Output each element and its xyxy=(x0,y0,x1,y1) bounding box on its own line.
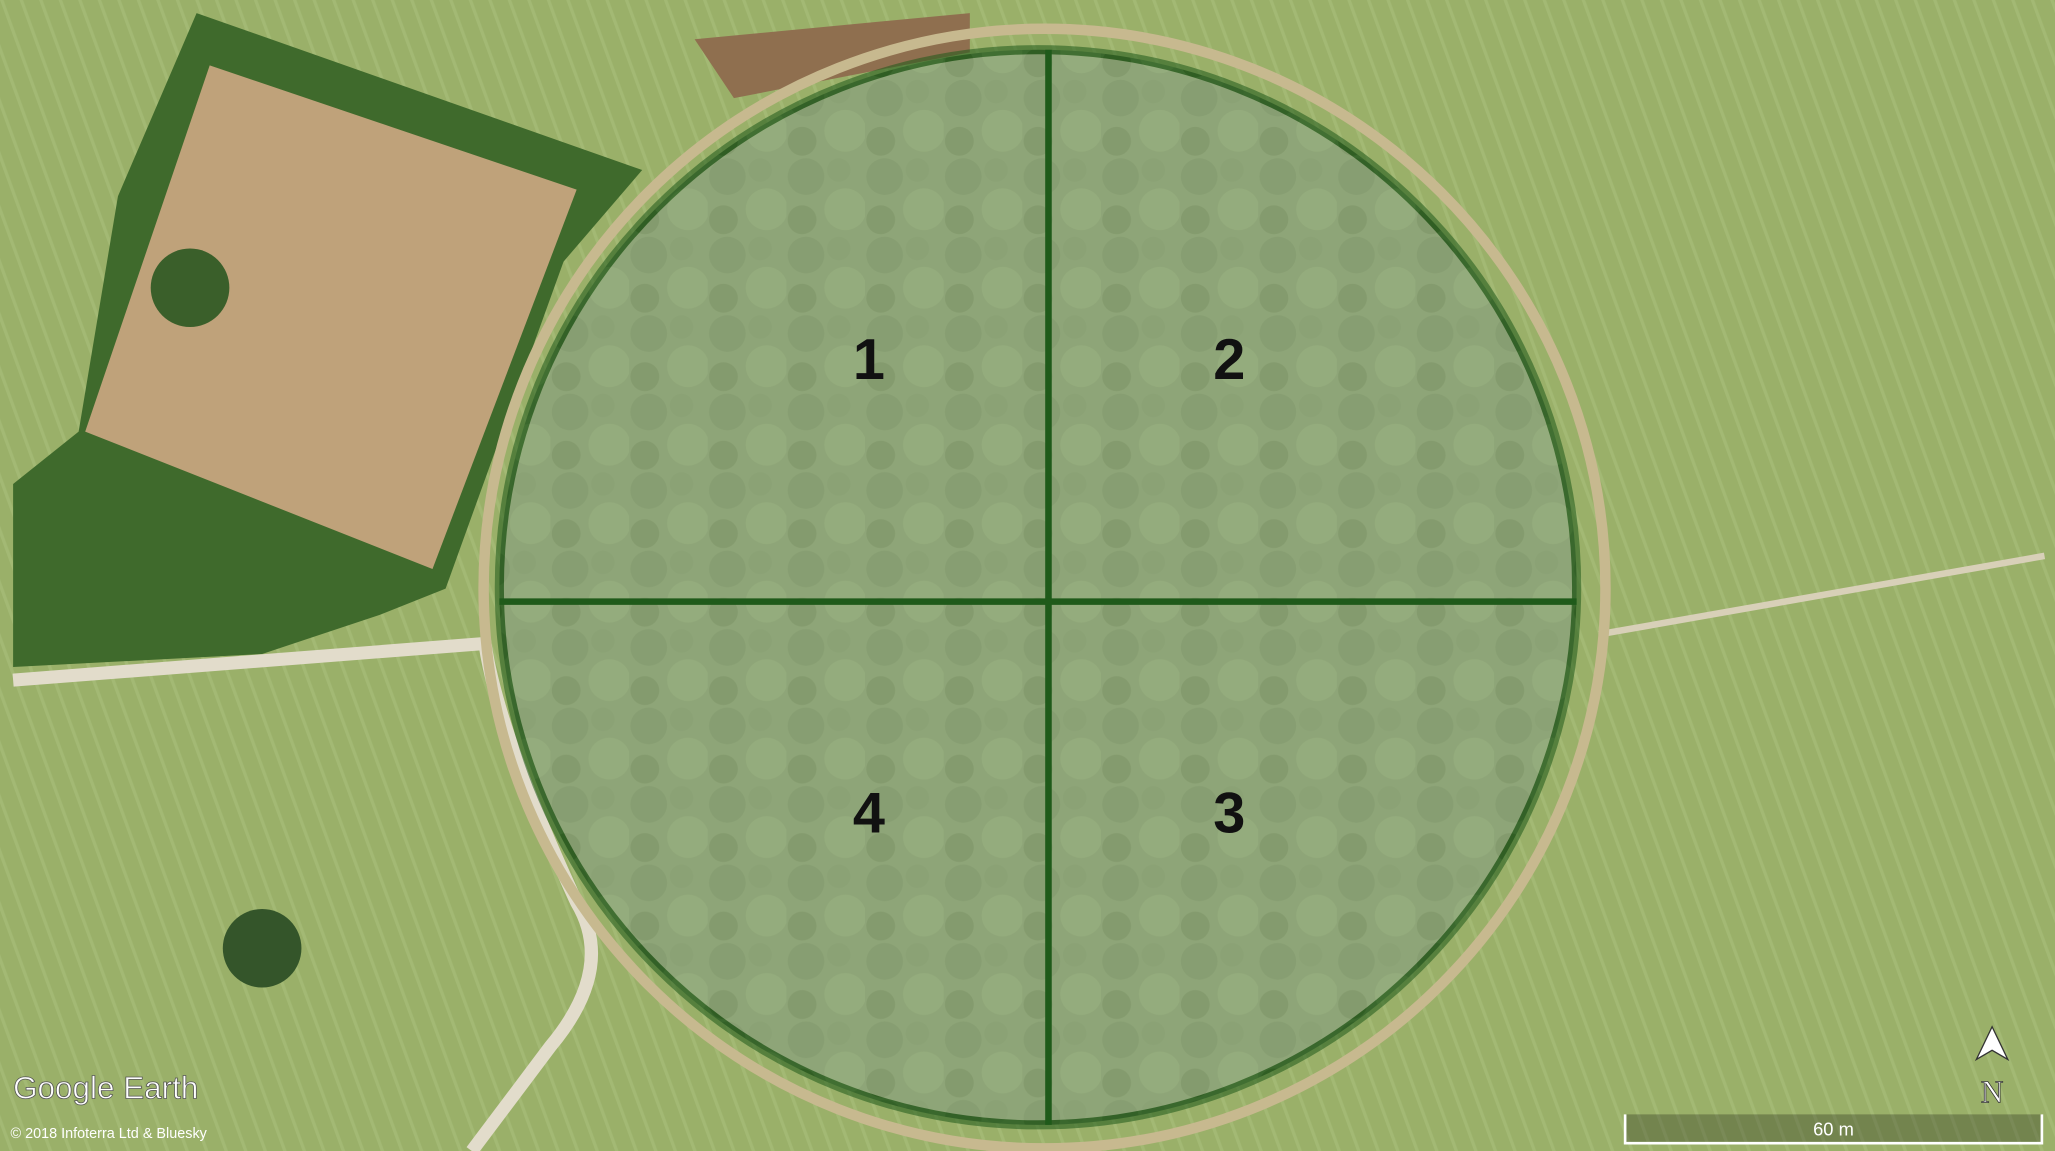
quadrant-label: 3 xyxy=(1213,782,1245,846)
tree xyxy=(223,909,302,987)
quadrant-label: 4 xyxy=(853,782,885,846)
copyright: © 2018 Infoterra Ltd & Bluesky xyxy=(10,1126,207,1142)
page: {"quadrants": ["1", "2", "3", "4"], "att… xyxy=(0,0,2055,1151)
scale-label: 60 m xyxy=(1813,1118,1854,1139)
plot-circle xyxy=(499,50,1576,1125)
compass-label: N xyxy=(1981,1075,2004,1110)
map: 1 2 3 4 Google Earth © 2018 Infoterra Lt… xyxy=(0,0,2055,1151)
tree xyxy=(151,249,230,327)
quadrant-label: 2 xyxy=(1213,328,1245,392)
quadrant-label: 1 xyxy=(853,328,885,392)
logo: Google Earth xyxy=(13,1071,198,1106)
